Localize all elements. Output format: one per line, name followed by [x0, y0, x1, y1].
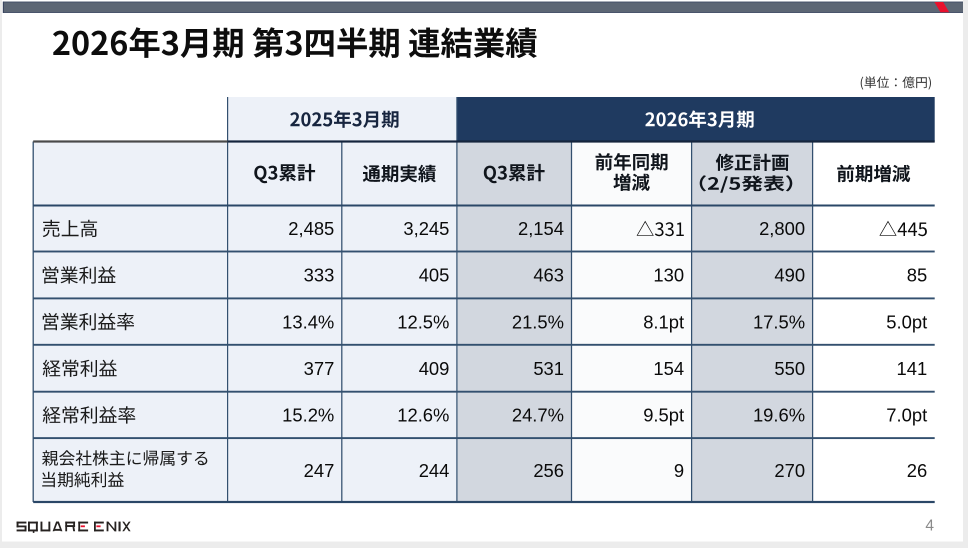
svg-text:26: 26	[907, 460, 927, 481]
svg-text:85: 85	[907, 265, 927, 286]
svg-text:9: 9	[674, 460, 684, 481]
svg-text:19.6%: 19.6%	[753, 405, 805, 426]
svg-text:17.5%: 17.5%	[753, 311, 805, 332]
svg-text:141: 141	[897, 358, 928, 379]
svg-text:247: 247	[304, 460, 335, 481]
svg-text:463: 463	[533, 265, 564, 286]
svg-text:13.4%: 13.4%	[282, 311, 334, 332]
svg-text:377: 377	[304, 358, 335, 379]
svg-text:3,245: 3,245	[403, 218, 449, 239]
svg-text:2,154: 2,154	[518, 218, 564, 239]
svg-text:9.5pt: 9.5pt	[643, 405, 684, 426]
svg-text:2,800: 2,800	[759, 218, 805, 239]
svg-text:531: 531	[533, 358, 564, 379]
svg-text:12.6%: 12.6%	[397, 405, 449, 426]
svg-text:244: 244	[419, 460, 450, 481]
svg-text:333: 333	[304, 265, 335, 286]
svg-text:24.7%: 24.7%	[512, 405, 564, 426]
svg-text:15.2%: 15.2%	[282, 405, 334, 426]
svg-text:490: 490	[774, 265, 805, 286]
svg-text:130: 130	[653, 265, 684, 286]
svg-text:405: 405	[419, 265, 450, 286]
svg-text:12.5%: 12.5%	[397, 311, 449, 332]
svg-text:21.5%: 21.5%	[512, 311, 564, 332]
svg-text:5.0pt: 5.0pt	[886, 311, 927, 332]
svg-text:256: 256	[533, 460, 564, 481]
svg-text:8.1pt: 8.1pt	[643, 311, 684, 332]
svg-text:2,485: 2,485	[288, 218, 334, 239]
svg-text:154: 154	[653, 358, 684, 379]
svg-text:270: 270	[774, 460, 805, 481]
svg-text:4: 4	[925, 518, 934, 535]
svg-text:409: 409	[419, 358, 450, 379]
svg-text:550: 550	[774, 358, 805, 379]
svg-text:7.0pt: 7.0pt	[886, 405, 927, 426]
